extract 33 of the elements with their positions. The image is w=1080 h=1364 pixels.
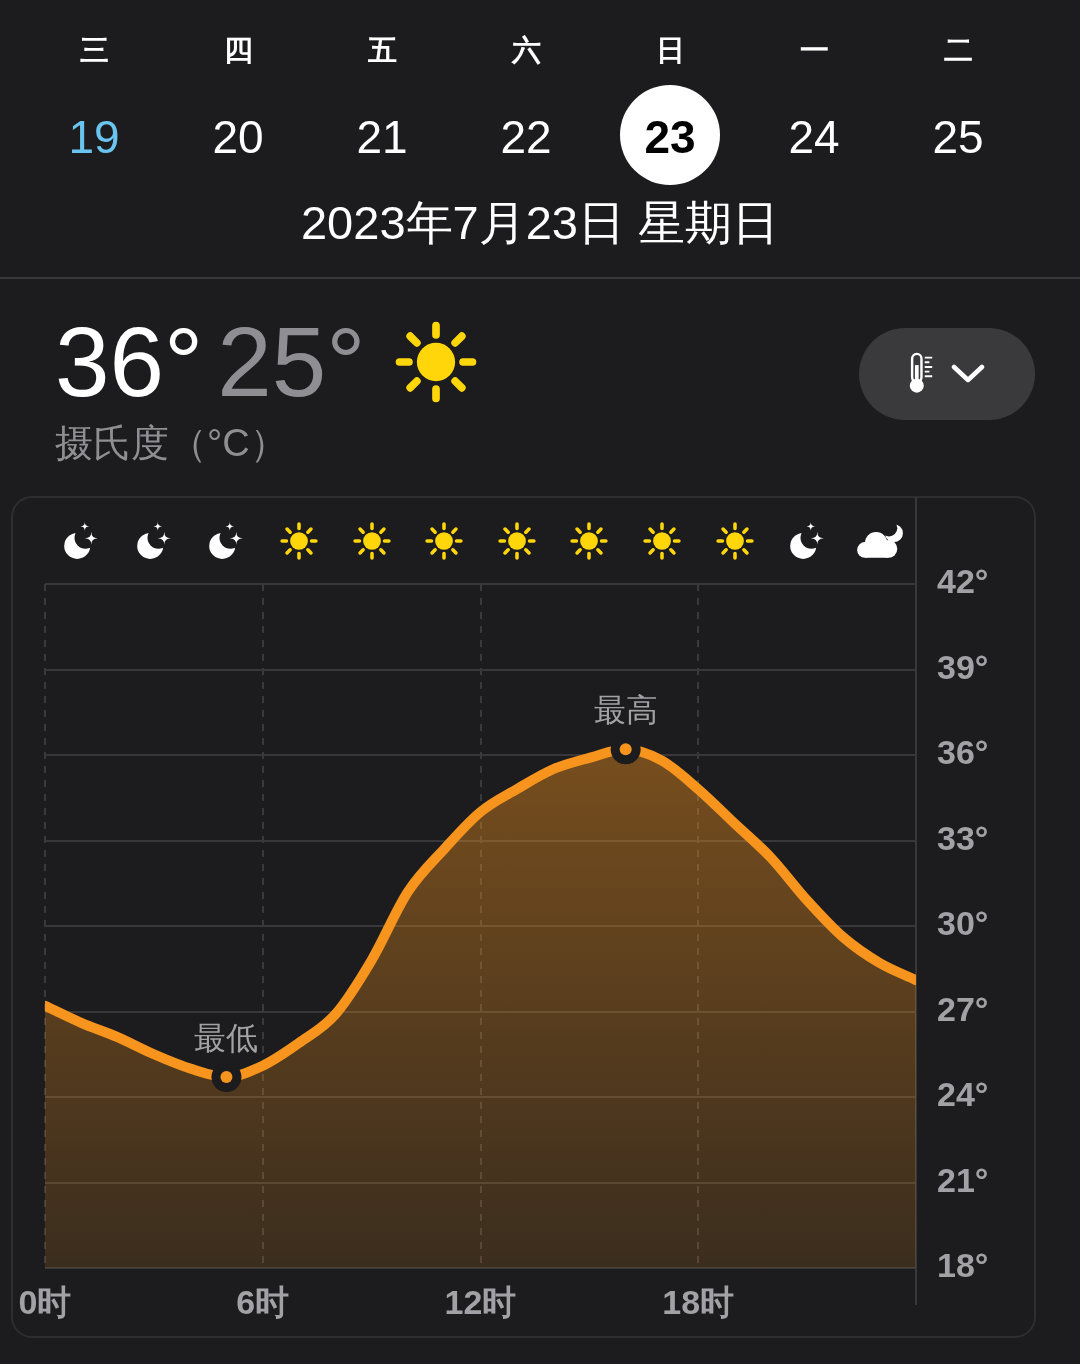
y-tick-label: 21°: [937, 1160, 989, 1199]
text: 22: [500, 111, 552, 163]
text: 六: [511, 33, 541, 66]
y-tick-label: 27°: [937, 989, 989, 1028]
text: 36°: [55, 307, 204, 417]
annotation: 最高: [593, 692, 658, 729]
text: 20: [212, 111, 264, 163]
text: 日: [655, 33, 685, 66]
chart-title: 2023年7月23日 星期日: [300, 195, 780, 249]
text: 二: [943, 33, 973, 66]
y-tick-label: 30°: [937, 904, 989, 943]
text: 21: [356, 111, 408, 163]
y-tick-label: 36°: [937, 733, 989, 772]
text: 一: [799, 33, 829, 66]
text: 23: [644, 111, 696, 163]
x-tick-label: 0时: [18, 1282, 72, 1321]
y-tick-label: 24°: [937, 1075, 989, 1114]
y-tick-label: 33°: [937, 818, 989, 857]
x-tick-label: 6时: [236, 1282, 290, 1321]
x-tick-label: 12时: [444, 1282, 517, 1321]
x-tick-label: 18时: [662, 1282, 735, 1321]
annotation: 最低: [194, 1019, 259, 1056]
text: 24: [788, 111, 840, 163]
text: 三: [79, 33, 109, 66]
y-tick-label: 18°: [937, 1246, 989, 1285]
y-tick-label: 39°: [937, 647, 989, 686]
text: 25°: [217, 307, 366, 417]
text: 五: [367, 33, 397, 66]
text: 摄氏度（°C）: [55, 422, 288, 464]
text: 四: [223, 33, 253, 66]
text: 25: [932, 111, 984, 163]
text: 19: [68, 111, 120, 163]
y-tick-label: 42°: [937, 562, 989, 601]
